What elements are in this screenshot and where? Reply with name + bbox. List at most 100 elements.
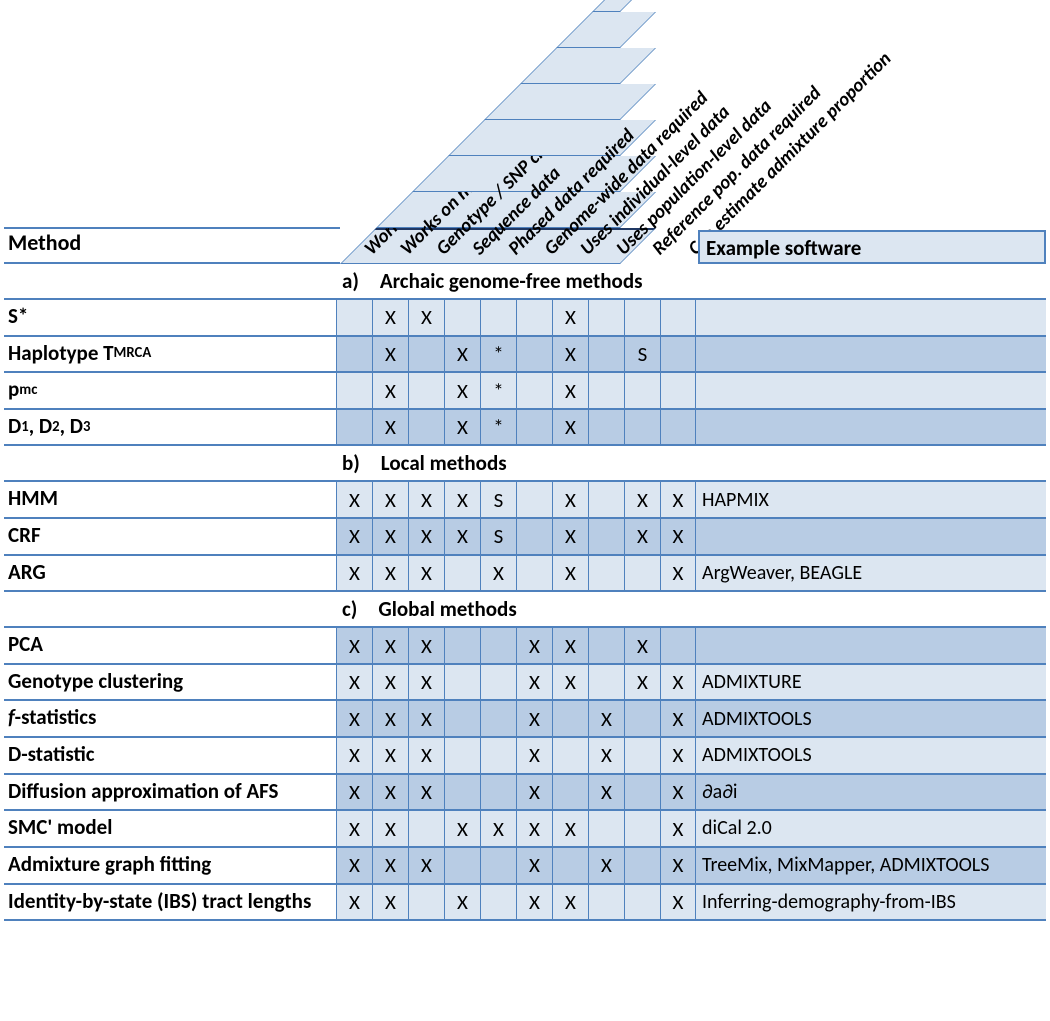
cell bbox=[480, 300, 516, 335]
cell: X bbox=[372, 482, 408, 517]
example-software-header-wrap: Example software bbox=[700, 4, 1046, 264]
method-name: CRF bbox=[4, 519, 336, 554]
cell: X bbox=[408, 701, 444, 736]
cell: X bbox=[444, 482, 480, 517]
cell bbox=[336, 410, 372, 445]
cell: X bbox=[660, 665, 696, 700]
cell: X bbox=[588, 738, 624, 773]
table-row: Haplotype TMRCAXX*XS bbox=[4, 337, 1046, 374]
methods-table: Method Works on ancient DNAWorks on mode… bbox=[4, 4, 1046, 921]
cell bbox=[588, 373, 624, 408]
cell bbox=[624, 556, 660, 591]
method-name: Diffusion approximation of AFS bbox=[4, 775, 336, 810]
cell bbox=[480, 665, 516, 700]
example-software: TreeMix, MixMapper, ADMIXTOOLS bbox=[696, 848, 1046, 883]
cell bbox=[336, 373, 372, 408]
cell bbox=[444, 665, 480, 700]
cell: X bbox=[336, 701, 372, 736]
cell: X bbox=[624, 482, 660, 517]
cell: X bbox=[372, 811, 408, 846]
cell: X bbox=[372, 410, 408, 445]
cell bbox=[480, 738, 516, 773]
cell: X bbox=[552, 811, 588, 846]
cell: X bbox=[408, 556, 444, 591]
cell bbox=[444, 300, 480, 335]
cell: X bbox=[480, 811, 516, 846]
cell: X bbox=[336, 811, 372, 846]
cell bbox=[444, 701, 480, 736]
method-name: HMM bbox=[4, 482, 336, 517]
method-name: D1, D2, D3 bbox=[4, 410, 336, 445]
cell bbox=[552, 775, 588, 810]
cell bbox=[516, 337, 552, 372]
cell bbox=[588, 811, 624, 846]
cell bbox=[660, 410, 696, 445]
cell: X bbox=[444, 811, 480, 846]
header-row: Method Works on ancient DNAWorks on mode… bbox=[4, 4, 1046, 264]
cell: X bbox=[336, 482, 372, 517]
cell bbox=[480, 885, 516, 920]
example-software: Inferring-demography-from-IBS bbox=[696, 885, 1046, 920]
example-software: ∂a∂i bbox=[696, 775, 1046, 810]
table-row: PCAXXXXXX bbox=[4, 628, 1046, 665]
cell: X bbox=[552, 300, 588, 335]
cell: X bbox=[624, 628, 660, 663]
cell bbox=[408, 410, 444, 445]
cell: X bbox=[552, 410, 588, 445]
cell: X bbox=[552, 373, 588, 408]
cell: X bbox=[516, 628, 552, 663]
cell: X bbox=[660, 701, 696, 736]
cell bbox=[516, 556, 552, 591]
cell: X bbox=[660, 519, 696, 554]
cell: X bbox=[660, 775, 696, 810]
cell: X bbox=[516, 775, 552, 810]
cell: X bbox=[372, 556, 408, 591]
example-software bbox=[696, 300, 1046, 335]
cell bbox=[480, 848, 516, 883]
table-row: S*XXX bbox=[4, 300, 1046, 337]
column-header: Works on modern DNA bbox=[376, 4, 412, 264]
table-row: pmcXX*X bbox=[4, 373, 1046, 410]
column-header: Uses individual-level data bbox=[556, 4, 592, 264]
cell bbox=[588, 628, 624, 663]
cell bbox=[660, 628, 696, 663]
section-label: b) Local methods bbox=[336, 446, 1046, 480]
cell bbox=[408, 373, 444, 408]
cell bbox=[516, 373, 552, 408]
table-body: a) Archaic genome-free methodsS*XXXHaplo… bbox=[4, 264, 1046, 921]
cell: X bbox=[408, 482, 444, 517]
cell bbox=[588, 556, 624, 591]
cell bbox=[588, 885, 624, 920]
method-name: Admixture graph fitting bbox=[4, 848, 336, 883]
cell bbox=[516, 410, 552, 445]
example-software: diCal 2.0 bbox=[696, 811, 1046, 846]
cell: X bbox=[516, 665, 552, 700]
cell: X bbox=[372, 519, 408, 554]
cell: X bbox=[552, 885, 588, 920]
method-name: Genotype clustering bbox=[4, 665, 336, 700]
cell bbox=[624, 373, 660, 408]
method-name: Identity-by-state (IBS) tract lengths bbox=[4, 885, 336, 920]
column-header: Uses population-level data bbox=[592, 4, 628, 264]
table-row: Admixture graph fittingXXXXXXTreeMix, Mi… bbox=[4, 848, 1046, 885]
cell bbox=[588, 410, 624, 445]
cell: X bbox=[516, 885, 552, 920]
column-header: Phased data required bbox=[484, 4, 520, 264]
cell bbox=[588, 300, 624, 335]
cell bbox=[624, 701, 660, 736]
cell bbox=[624, 811, 660, 846]
cell: X bbox=[480, 556, 516, 591]
cell: X bbox=[372, 628, 408, 663]
table-row: D1, D2, D3XX*X bbox=[4, 410, 1046, 447]
cell bbox=[552, 701, 588, 736]
cell bbox=[624, 848, 660, 883]
column-header: Works on ancient DNA bbox=[340, 4, 376, 264]
cell: X bbox=[372, 775, 408, 810]
cell bbox=[480, 701, 516, 736]
table-row: Identity-by-state (IBS) tract lengthsXXX… bbox=[4, 885, 1046, 922]
cell: X bbox=[660, 848, 696, 883]
cell: * bbox=[480, 410, 516, 445]
cell: X bbox=[552, 556, 588, 591]
cell: X bbox=[516, 738, 552, 773]
column-header: Genome-wide data required bbox=[520, 4, 556, 264]
